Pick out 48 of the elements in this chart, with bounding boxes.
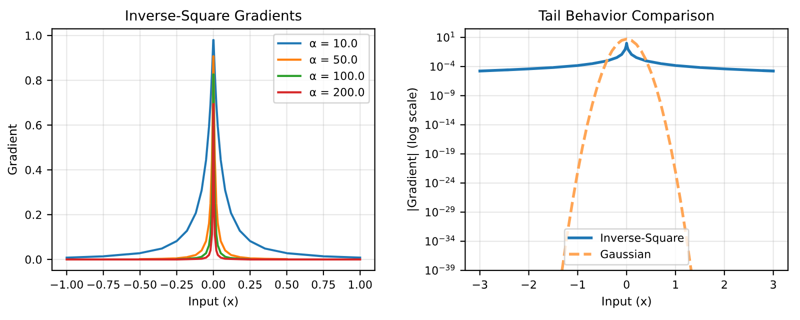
y-tick-label: 10$^{−14}$ [426,119,455,130]
x-tick-label: 2 [722,280,727,289]
y-tick-label: 10$^{−9}$ [430,90,455,100]
x-axis-title: Input (x) [189,296,238,308]
x-tick-label: 0.00 [202,280,226,289]
x-axis-title: Input (x) [602,296,651,308]
y-tick-label: 10$^{−24}$ [426,177,455,188]
x-tick-label: 0.75 [312,280,335,289]
line-series [478,42,775,72]
x-tick-label: 0 [624,280,630,289]
x-tick-label: 0.25 [238,280,262,289]
x-tick-label: −0.25 [160,280,193,289]
y-tick-label: 1.0 [26,31,42,40]
x-tick-label: 1 [673,280,678,289]
legend-label: Inverse-Square [601,234,684,244]
y-tick-label: 10$^{−34}$ [426,235,455,246]
x-tick-label: 1.00 [348,280,372,289]
y-tick-label: 0.6 [25,121,42,130]
line-series [138,55,288,260]
x-tick-label: −1.00 [50,280,83,289]
x-tick-label: 0.50 [275,280,298,289]
x-tick-label: −0.50 [124,280,156,289]
line-series [66,102,362,260]
legend-label: Gaussian [600,250,650,258]
y-tick-label: 0.4 [25,166,42,174]
y-axis-title: |Gradient| (log scale) [407,88,419,210]
chart-title: Inverse-Square Gradients [126,10,302,24]
y-tick-label: 10$^{1}$ [437,32,454,42]
y-axis-title: Gradient [8,124,17,175]
x-tick-label: −3 [472,280,488,289]
y-tick-label: 0.0 [25,255,42,264]
y-tick-label: 10$^{−19}$ [426,148,455,158]
y-tick-label: 0.2 [25,210,42,220]
legend-label: α = 10.0 [310,38,357,48]
legend-label: α = 100.0 [310,72,364,80]
y-tick-label: 10$^{−29}$ [426,206,455,216]
x-tick-label: 3 [770,280,776,289]
legend-label: α = 200.0 [310,88,364,96]
y-tick-label: 10$^{−4}$ [430,60,455,71]
x-tick-label: −1 [570,280,585,289]
x-tick-label: −2 [522,280,536,289]
chart-title: Tail Behavior Comparison [538,10,714,24]
line-series [176,73,252,260]
y-tick-label: 0.8 [25,76,42,85]
y-tick-label: 10$^{−39}$ [426,264,455,275]
x-tick-label: −0.75 [88,280,120,289]
line-series [560,38,693,270]
legend-label: α = 50.0 [310,55,357,64]
